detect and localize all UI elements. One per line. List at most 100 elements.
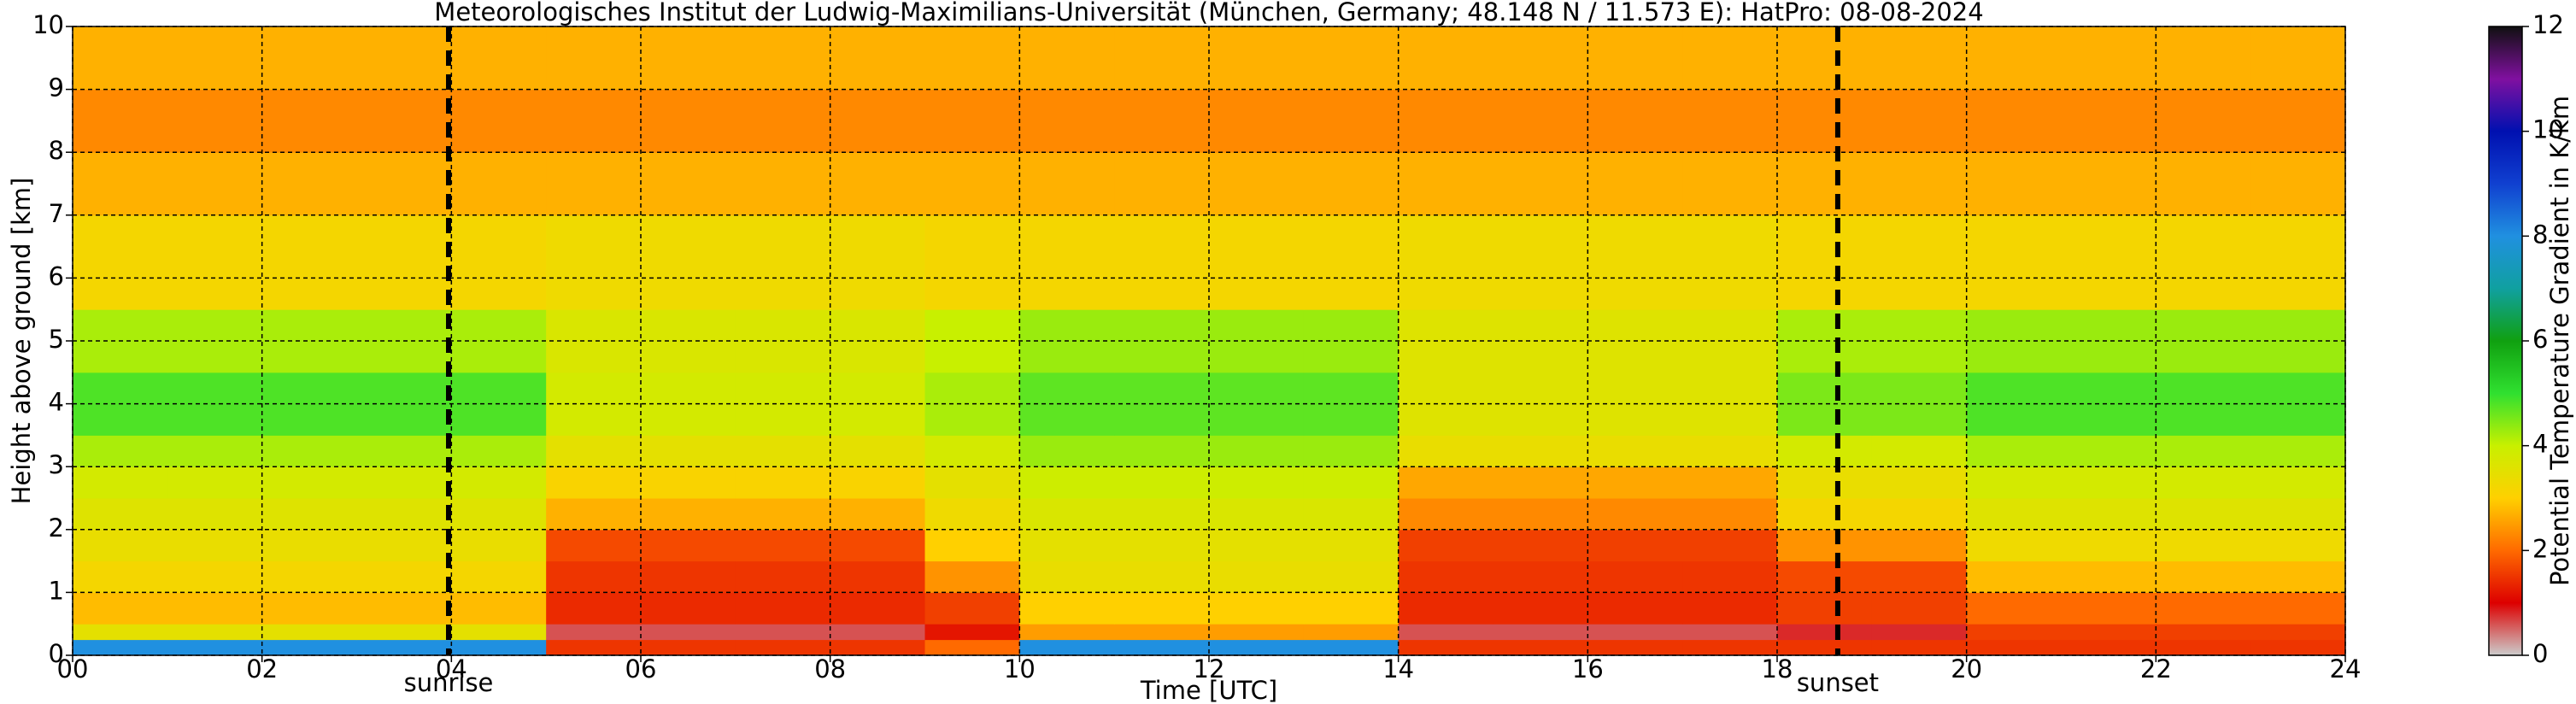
heat-cell (1493, 560, 1588, 593)
heat-cell (924, 152, 1020, 216)
heat-cell (261, 498, 357, 531)
heat-cell (735, 624, 831, 641)
y-tick-label: 7 (49, 199, 64, 228)
heat-cell (1019, 529, 1115, 562)
heat-cell (451, 592, 547, 625)
heat-cell (1209, 639, 1305, 656)
colorbar-tick-label: 6 (2532, 325, 2548, 354)
y-tick-label: 4 (49, 388, 64, 417)
heat-cell (261, 26, 357, 91)
heat-cell (2250, 560, 2346, 593)
heat-cell (1587, 560, 1683, 593)
heat-cell (356, 529, 452, 562)
heat-cell (1871, 214, 1968, 310)
x-tick-label: 00 (57, 654, 89, 683)
heat-cell (1777, 152, 1873, 216)
heat-cell (1777, 529, 1873, 562)
x-axis-label: Time [UTC] (1140, 676, 1277, 704)
heat-cell (167, 624, 263, 641)
heat-cell (1114, 89, 1210, 153)
heat-cell (73, 560, 168, 593)
heat-cell (1871, 560, 1968, 593)
heat-cell (2156, 26, 2251, 91)
heat-cell (1114, 435, 1210, 467)
heat-cell (356, 466, 452, 499)
heat-cell (830, 435, 925, 467)
heat-cell (1493, 26, 1588, 91)
heat-cell (451, 435, 547, 467)
x-tick-label: 14 (1382, 654, 1414, 683)
colorbar-tick-label: 0 (2532, 639, 2548, 668)
heat-cell (451, 639, 547, 656)
heat-cell (73, 214, 168, 310)
heat-cell (167, 26, 263, 91)
heat-cell (356, 624, 452, 641)
heat-cell (1682, 498, 1778, 531)
heat-cell (1209, 26, 1305, 91)
heat-cell (261, 89, 357, 153)
heat-cell (735, 435, 831, 467)
heat-cell (1303, 466, 1399, 499)
heat-cell (1777, 498, 1873, 531)
heat-cell (546, 529, 642, 562)
annotation-label: sunset (1797, 668, 1879, 697)
heat-cell (1019, 152, 1115, 216)
heat-cell (735, 466, 831, 499)
heat-cell (1587, 214, 1683, 310)
heat-cell (1114, 639, 1210, 656)
heat-cell (1114, 26, 1210, 91)
heat-cell (546, 592, 642, 625)
heat-cell (546, 214, 642, 310)
heat-cell (1871, 152, 1968, 216)
heat-cell (1209, 466, 1305, 499)
heat-cell (1493, 529, 1588, 562)
y-tick-label: 3 (49, 450, 64, 479)
heat-cell (1587, 89, 1683, 153)
heat-cell (830, 498, 925, 531)
heat-cell (1682, 560, 1778, 593)
heat-cell (2061, 152, 2156, 216)
heat-cell (1587, 529, 1683, 562)
x-tick-label: 16 (1572, 654, 1604, 683)
heat-cell (2156, 435, 2251, 467)
heat-cell (1966, 26, 2062, 91)
heat-cell (451, 560, 547, 593)
heat-cell (924, 435, 1020, 467)
heat-cell (73, 592, 168, 625)
heat-cell (1209, 89, 1305, 153)
heat-cell (1777, 560, 1873, 593)
y-tick-label: 6 (49, 261, 64, 290)
heat-cell (1398, 435, 1493, 467)
heat-cell (1209, 214, 1305, 310)
heat-cell (1114, 624, 1210, 641)
heat-cell (451, 529, 547, 562)
heat-cell (546, 639, 642, 656)
heat-cell (2156, 592, 2251, 625)
heat-cell (1019, 498, 1115, 531)
heat-cell (924, 89, 1020, 153)
heat-cell (1871, 639, 1968, 656)
heat-cell (1398, 624, 1493, 641)
heat-cell (356, 89, 452, 153)
y-tick-label: 2 (49, 513, 64, 543)
heat-cell (73, 498, 168, 531)
heat-cell (1587, 639, 1683, 656)
heat-cell (1114, 498, 1210, 531)
heat-cell (1777, 26, 1873, 91)
heat-cell (2250, 624, 2346, 641)
heat-cell (830, 152, 925, 216)
heat-cell (546, 26, 642, 91)
heat-cell (167, 214, 263, 310)
heat-cell (1966, 624, 2062, 641)
heat-cell (735, 152, 831, 216)
x-tick-label: 10 (1004, 654, 1036, 683)
heat-cell (451, 26, 547, 91)
heat-cell (1019, 592, 1115, 625)
heat-cell (356, 435, 452, 467)
y-axis-label: Height above ground [km] (7, 178, 36, 505)
heat-cell (1114, 529, 1210, 562)
heat-cell (261, 560, 357, 593)
heat-cell (1303, 26, 1399, 91)
heat-cell (2250, 89, 2346, 153)
